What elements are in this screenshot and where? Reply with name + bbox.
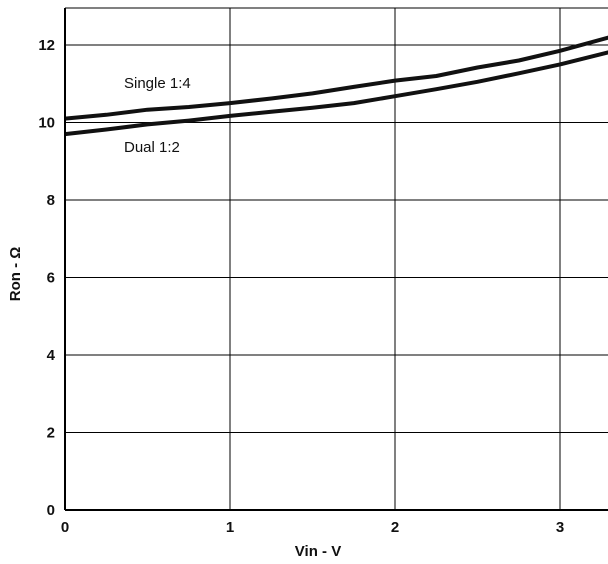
x-tick-label: 2 (391, 519, 399, 536)
y-tick-label: 6 (47, 270, 55, 287)
y-tick-label: 2 (47, 425, 55, 442)
y-tick-label: 12 (38, 37, 55, 54)
x-tick-label: 3 (556, 519, 564, 536)
series-line-single (64, 35, 608, 121)
annotation-dual: Dual 1:2 (124, 139, 180, 156)
y-tick-label: 4 (47, 347, 56, 364)
annotation-single: Single 1:4 (124, 75, 191, 92)
x-tick-label: 0 (61, 519, 69, 536)
x-tick-label: 1 (226, 519, 234, 536)
y-tick-label: 10 (38, 115, 55, 132)
grid-lines (65, 8, 608, 510)
y-tick-label: 8 (47, 192, 55, 209)
series-lines (64, 35, 608, 137)
plot-frame (64, 7, 608, 511)
y-tick-label: 0 (47, 502, 55, 519)
x-axis-title: Vin - V (295, 543, 341, 560)
y-axis-title: Ron - Ω (7, 247, 24, 302)
series-line-dual (64, 50, 608, 137)
